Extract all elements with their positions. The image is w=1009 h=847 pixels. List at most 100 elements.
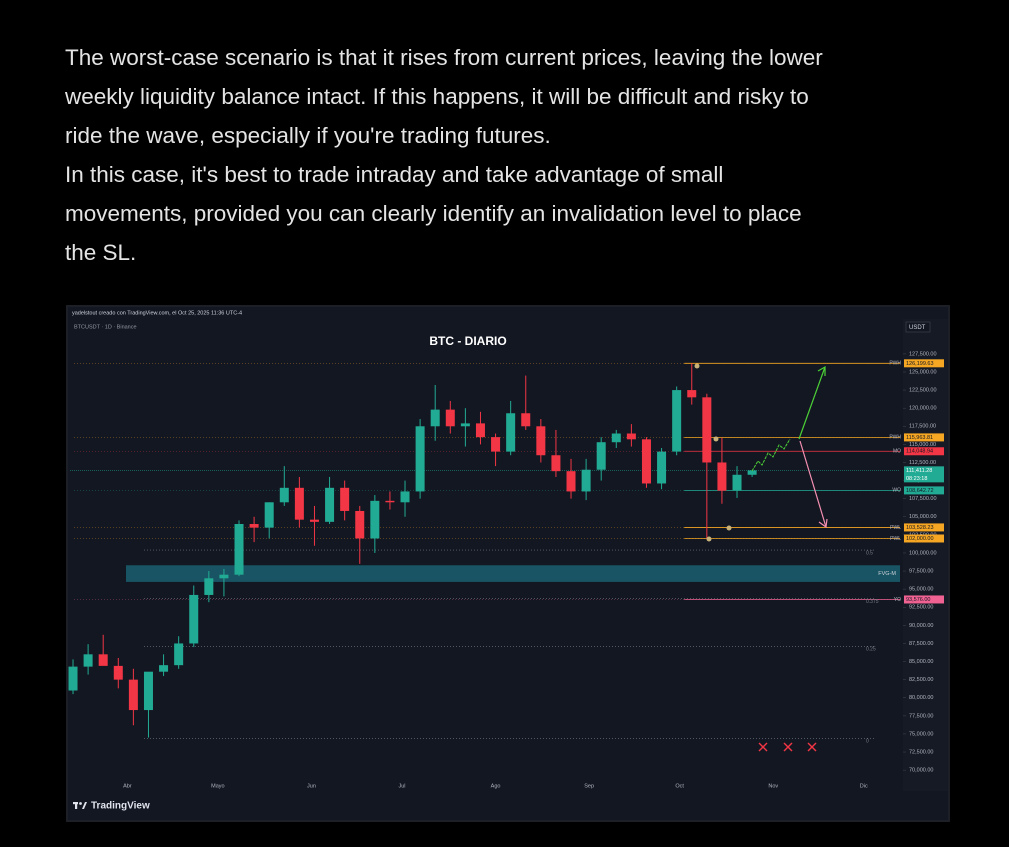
x-tick-label: Dic — [860, 783, 868, 789]
candle-body — [521, 413, 531, 427]
level-dot — [706, 536, 712, 542]
level-name: WO — [892, 488, 901, 494]
level-box — [904, 534, 944, 543]
candle-body — [415, 426, 425, 492]
candle-body — [551, 455, 561, 472]
candle-body — [294, 487, 304, 520]
y-tick-label: 95,000.00 — [909, 587, 933, 593]
symbol: BTCUSDT · 1D · Binance — [74, 324, 137, 330]
y-tick-label: 82,500.00 — [909, 677, 933, 683]
price-countdown: 08:23:18 — [906, 476, 927, 482]
candle-body — [219, 574, 229, 579]
level-box — [904, 447, 944, 456]
candle-body — [355, 510, 365, 539]
candle-body — [747, 470, 757, 475]
y-tick-label: 120,000.00 — [909, 406, 937, 412]
chart-image: yadelstout creado con TradingView.com, e… — [66, 305, 950, 822]
y-tick-label: 90,000.00 — [909, 623, 933, 629]
candle-body — [506, 413, 516, 452]
candle-body — [309, 519, 319, 522]
level-box — [904, 523, 944, 532]
level-name: PWH — [889, 435, 901, 441]
y-tick-label: 122,500.00 — [909, 388, 937, 394]
annotations — [694, 363, 828, 752]
fib-label: 0.375 — [866, 599, 879, 605]
candle-body — [732, 474, 742, 491]
candle-body — [264, 502, 274, 528]
y-tick-label: 125,000.00 — [909, 369, 937, 375]
zigzag — [751, 438, 791, 472]
level-box — [904, 486, 944, 495]
candle-body — [98, 654, 108, 666]
price-label: 111,411.28 — [906, 468, 932, 474]
candle-body — [687, 390, 697, 398]
y-tick-label: 127,500.00 — [909, 351, 937, 357]
level-dot — [713, 436, 719, 442]
price-box — [904, 466, 944, 483]
chart-title: BTC - DIARIO — [429, 334, 506, 348]
candle-body — [672, 390, 682, 452]
level-value: 102,000.00 — [906, 536, 934, 542]
candle-body — [174, 643, 184, 666]
level-name: PWH — [889, 361, 901, 367]
candle-body — [581, 469, 591, 492]
level-value: 115,963.81 — [906, 435, 933, 441]
y-tick-label: 97,500.00 — [909, 569, 933, 575]
candle-body — [657, 451, 667, 484]
text-line: movements, provided you can clearly iden… — [65, 201, 802, 226]
brand-logo — [73, 802, 87, 809]
arrow-head — [817, 365, 826, 376]
y-tick-label: 112,500.00 — [909, 460, 936, 466]
x-tick-label: Jul — [398, 783, 405, 789]
fvg-label: FVG-M — [878, 571, 896, 577]
level-name: MO — [893, 449, 901, 455]
level-box — [904, 595, 944, 604]
candle-body — [113, 665, 123, 680]
y-tick-label: 100,000.00 — [909, 550, 937, 556]
x-tick-label: Nov — [768, 783, 778, 789]
x-tick-label: Mayo — [211, 783, 224, 789]
level-name: PWL — [890, 536, 901, 542]
level-value: 114,048.94 — [906, 449, 933, 455]
candle-body — [596, 442, 606, 470]
x-tick-label: Oct — [675, 783, 684, 789]
candle-body — [325, 487, 335, 522]
bull-arrow — [798, 366, 826, 440]
arrow-head — [818, 518, 828, 529]
x-tick-label: Abr — [123, 783, 132, 789]
level-box — [904, 433, 944, 442]
candle-body — [566, 471, 576, 492]
y-tick-label: 92,500.00 — [909, 605, 933, 611]
y-tick-label: 75,000.00 — [909, 731, 933, 737]
candle-body — [491, 437, 501, 452]
fvg-zone — [126, 565, 900, 582]
y-tick-label: 117,500.00 — [909, 424, 936, 430]
candle-body — [702, 397, 712, 463]
candle-body — [717, 462, 727, 491]
price-axis-bg — [903, 319, 948, 791]
source-note: yadelstout creado con TradingView.com, e… — [72, 310, 242, 316]
text-line: ride the wave, especially if you're trad… — [65, 123, 551, 148]
y-tick-label: 70,000.00 — [909, 768, 933, 774]
candle-body — [475, 423, 485, 438]
y-tick-label: 85,000.00 — [909, 659, 933, 665]
candle-body — [400, 491, 410, 503]
fib-label: 0 — [866, 739, 869, 745]
level-value: 108,642.72 — [906, 488, 934, 494]
level-value: 93,576.00 — [906, 597, 930, 603]
candle-body — [189, 594, 199, 644]
fib-label: 0.5 — [866, 550, 873, 556]
candle-body — [204, 578, 214, 595]
y-tick-label: 87,500.00 — [909, 641, 933, 647]
currency-box — [905, 321, 931, 333]
candle-body — [641, 439, 651, 484]
candle-body — [536, 426, 546, 456]
level-value: 103,528.23 — [906, 525, 934, 531]
level-name: YO — [894, 597, 901, 603]
candle-body — [430, 409, 440, 427]
x-tick-label: Jun — [307, 783, 316, 789]
level-box — [904, 359, 944, 368]
candle-body — [249, 524, 259, 528]
candle-body — [460, 423, 470, 427]
level-dot — [694, 363, 700, 369]
